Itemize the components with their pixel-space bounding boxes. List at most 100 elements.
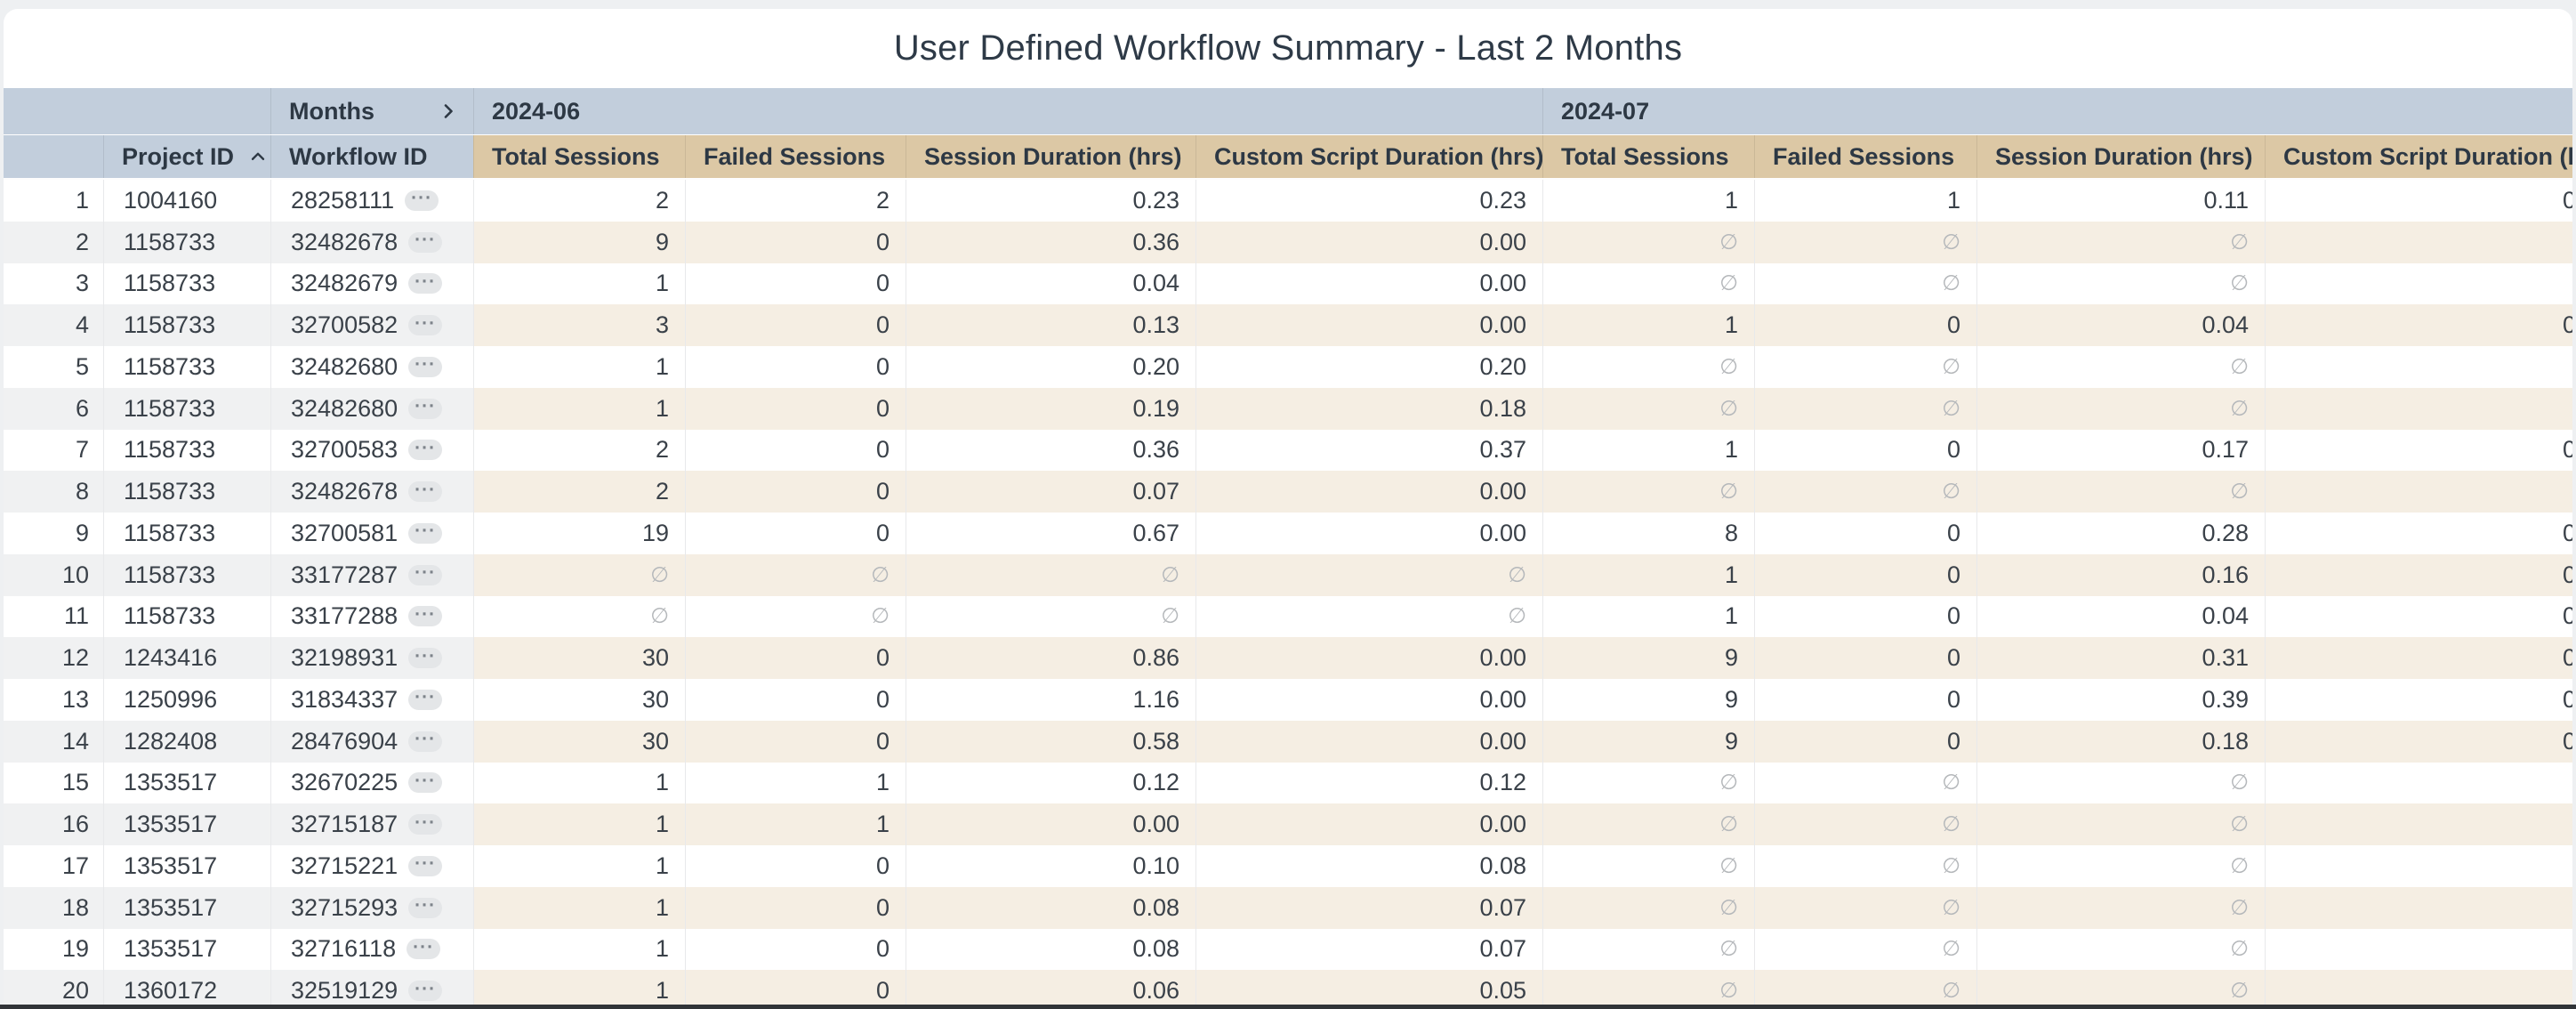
header-total-sessions-2024-07[interactable]: Total Sessions xyxy=(1542,135,1754,178)
table-cell: ∅ xyxy=(1976,928,2265,971)
row-number: 8 xyxy=(4,471,103,513)
table-cell: 0.28 xyxy=(1976,513,2265,554)
table-cell: 1353517 xyxy=(103,886,270,929)
ellipsis-chip-icon[interactable]: ··· xyxy=(408,563,443,585)
workflow-id-cell: 33177288 ··· xyxy=(270,595,473,638)
header-label: Project ID xyxy=(122,142,235,170)
workflow-id-value: 32482680 xyxy=(291,352,398,380)
workflow-id-cell: 28476904 ··· xyxy=(270,720,473,763)
table-cell: 0.12 xyxy=(906,762,1195,804)
ellipsis-chip-icon[interactable]: ··· xyxy=(408,896,443,918)
row-number: 11 xyxy=(4,595,103,638)
workflow-id-cell: 32715293 ··· xyxy=(270,886,473,929)
table-cell: ∅ xyxy=(1976,886,2265,929)
workflow-id-cell: 33177287 ··· xyxy=(270,553,473,596)
table-cell: 1282408 xyxy=(103,720,270,763)
table-cell: ∅ xyxy=(1542,928,1754,971)
workflow-id-value: 32715221 xyxy=(291,852,398,879)
table-row: 16 1353517 32715187 ··· 1 1 0.00 0.00 ∅ ∅ ∅ xyxy=(4,803,2572,845)
table-cell: 1158733 xyxy=(103,429,270,472)
ellipsis-chip-icon[interactable]: ··· xyxy=(408,854,443,876)
table-cell: ∅ xyxy=(1754,346,1976,388)
row-number: 3 xyxy=(4,262,103,305)
workflow-id-value: 32482679 xyxy=(291,270,398,297)
table-cell: 1 xyxy=(473,762,685,804)
table-cell: 1158733 xyxy=(103,553,270,596)
table-cell: 1158733 xyxy=(103,304,270,346)
ellipsis-chip-icon[interactable]: ··· xyxy=(408,314,443,336)
table-cell: ∅ xyxy=(1195,553,1542,596)
ellipsis-chip-icon[interactable]: ··· xyxy=(408,230,443,253)
months-label: Months xyxy=(289,97,374,125)
table-cell: ∅ xyxy=(1976,762,2265,804)
table-cell: ∅ xyxy=(473,595,685,638)
workflow-id-cell: 32482680 ··· xyxy=(270,346,473,388)
workflow-id-value: 32482678 xyxy=(291,478,398,505)
row-number: 13 xyxy=(4,679,103,721)
table-cell: 1158733 xyxy=(103,513,270,554)
table-body: 1100416028258111···220.230.23110.1102115… xyxy=(4,180,2572,1009)
table-cell: 0 xyxy=(685,429,906,472)
table-cell: 0.00 xyxy=(1195,803,1542,845)
table-cell: 0.39 xyxy=(1976,679,2265,721)
workflow-id-value: 28476904 xyxy=(291,727,398,755)
table-cell: 0.20 xyxy=(1195,346,1542,388)
workflow-id-cell: 32482680 ··· xyxy=(270,387,473,430)
ellipsis-chip-icon[interactable]: ··· xyxy=(408,688,443,710)
header-label: Workflow ID xyxy=(289,142,428,170)
chevron-right-icon[interactable] xyxy=(438,101,459,122)
pivot-table: Months 2024-06 2024-07 Project ID xyxy=(4,88,2572,1009)
table-cell: ∅ xyxy=(1976,262,2265,305)
header-session-duration-2024-07[interactable]: Session Duration (hrs) xyxy=(1976,135,2265,178)
workflow-id-cell: 28258111 ··· xyxy=(270,180,473,222)
ellipsis-chip-icon[interactable]: ··· xyxy=(408,605,443,627)
ellipsis-chip-icon[interactable]: ··· xyxy=(408,647,443,669)
table-cell: 30 xyxy=(473,720,685,763)
table-cell xyxy=(2265,886,2572,929)
table-cell: 1 xyxy=(473,886,685,929)
ellipsis-chip-icon[interactable]: ··· xyxy=(408,355,443,377)
ellipsis-chip-icon[interactable]: ··· xyxy=(408,272,443,295)
header-workflow-id[interactable]: Workflow ID xyxy=(270,135,473,178)
header-custom-script-duration-2024-07[interactable]: Custom Script Duration (hrs) xyxy=(2265,135,2572,178)
table-cell: 0.00 xyxy=(1195,513,1542,554)
table-cell: ∅ xyxy=(1542,970,1754,1009)
header-failed-sessions-2024-06[interactable]: Failed Sessions xyxy=(685,135,906,178)
table-cell xyxy=(2265,387,2572,430)
table-cell: ∅ xyxy=(1754,262,1976,305)
sort-ascending-icon xyxy=(248,147,268,166)
table-cell: 0 xyxy=(685,513,906,554)
table-cell: 19 xyxy=(473,513,685,554)
workflow-id-value: 28258111 xyxy=(291,186,395,214)
table-cell: 0.05 xyxy=(1195,970,1542,1009)
ellipsis-chip-icon[interactable]: ··· xyxy=(408,771,443,794)
ellipsis-chip-icon[interactable]: ··· xyxy=(405,189,439,211)
header-session-duration-2024-06[interactable]: Session Duration (hrs) xyxy=(906,135,1195,178)
workflow-id-value: 32700582 xyxy=(291,311,398,339)
table-cell: 0 xyxy=(1754,595,1976,638)
header-total-sessions-2024-06[interactable]: Total Sessions xyxy=(473,135,685,178)
table-cell: 0.04 xyxy=(1976,595,2265,638)
header-label: Total Sessions xyxy=(492,142,660,170)
table-cell: 0 xyxy=(685,262,906,305)
table-row: 19 1353517 32716118 ··· 1 0 0.08 0.07 ∅ ∅ ∅ xyxy=(4,928,2572,971)
ellipsis-chip-icon[interactable]: ··· xyxy=(408,521,443,544)
ellipsis-chip-icon[interactable]: ··· xyxy=(408,730,443,752)
table-cell: ∅ xyxy=(1542,471,1754,513)
header-failed-sessions-2024-07[interactable]: Failed Sessions xyxy=(1754,135,1976,178)
ellipsis-chip-icon[interactable]: ··· xyxy=(408,980,443,1002)
table-cell xyxy=(2265,970,2572,1009)
header-project-id[interactable]: Project ID xyxy=(103,135,270,178)
ellipsis-chip-icon[interactable]: ··· xyxy=(407,938,441,960)
ellipsis-chip-icon[interactable]: ··· xyxy=(408,439,443,461)
header-custom-script-duration-2024-06[interactable]: Custom Script Duration (hrs) xyxy=(1195,135,1542,178)
ellipsis-chip-icon[interactable]: ··· xyxy=(408,813,443,835)
row-number: 2 xyxy=(4,221,103,263)
months-drilldown-cell[interactable]: Months xyxy=(270,88,473,134)
table-cell: 8 xyxy=(1542,513,1754,554)
ellipsis-chip-icon[interactable]: ··· xyxy=(408,480,443,503)
table-cell: 0.00 xyxy=(1195,720,1542,763)
ellipsis-chip-icon[interactable]: ··· xyxy=(408,397,443,419)
